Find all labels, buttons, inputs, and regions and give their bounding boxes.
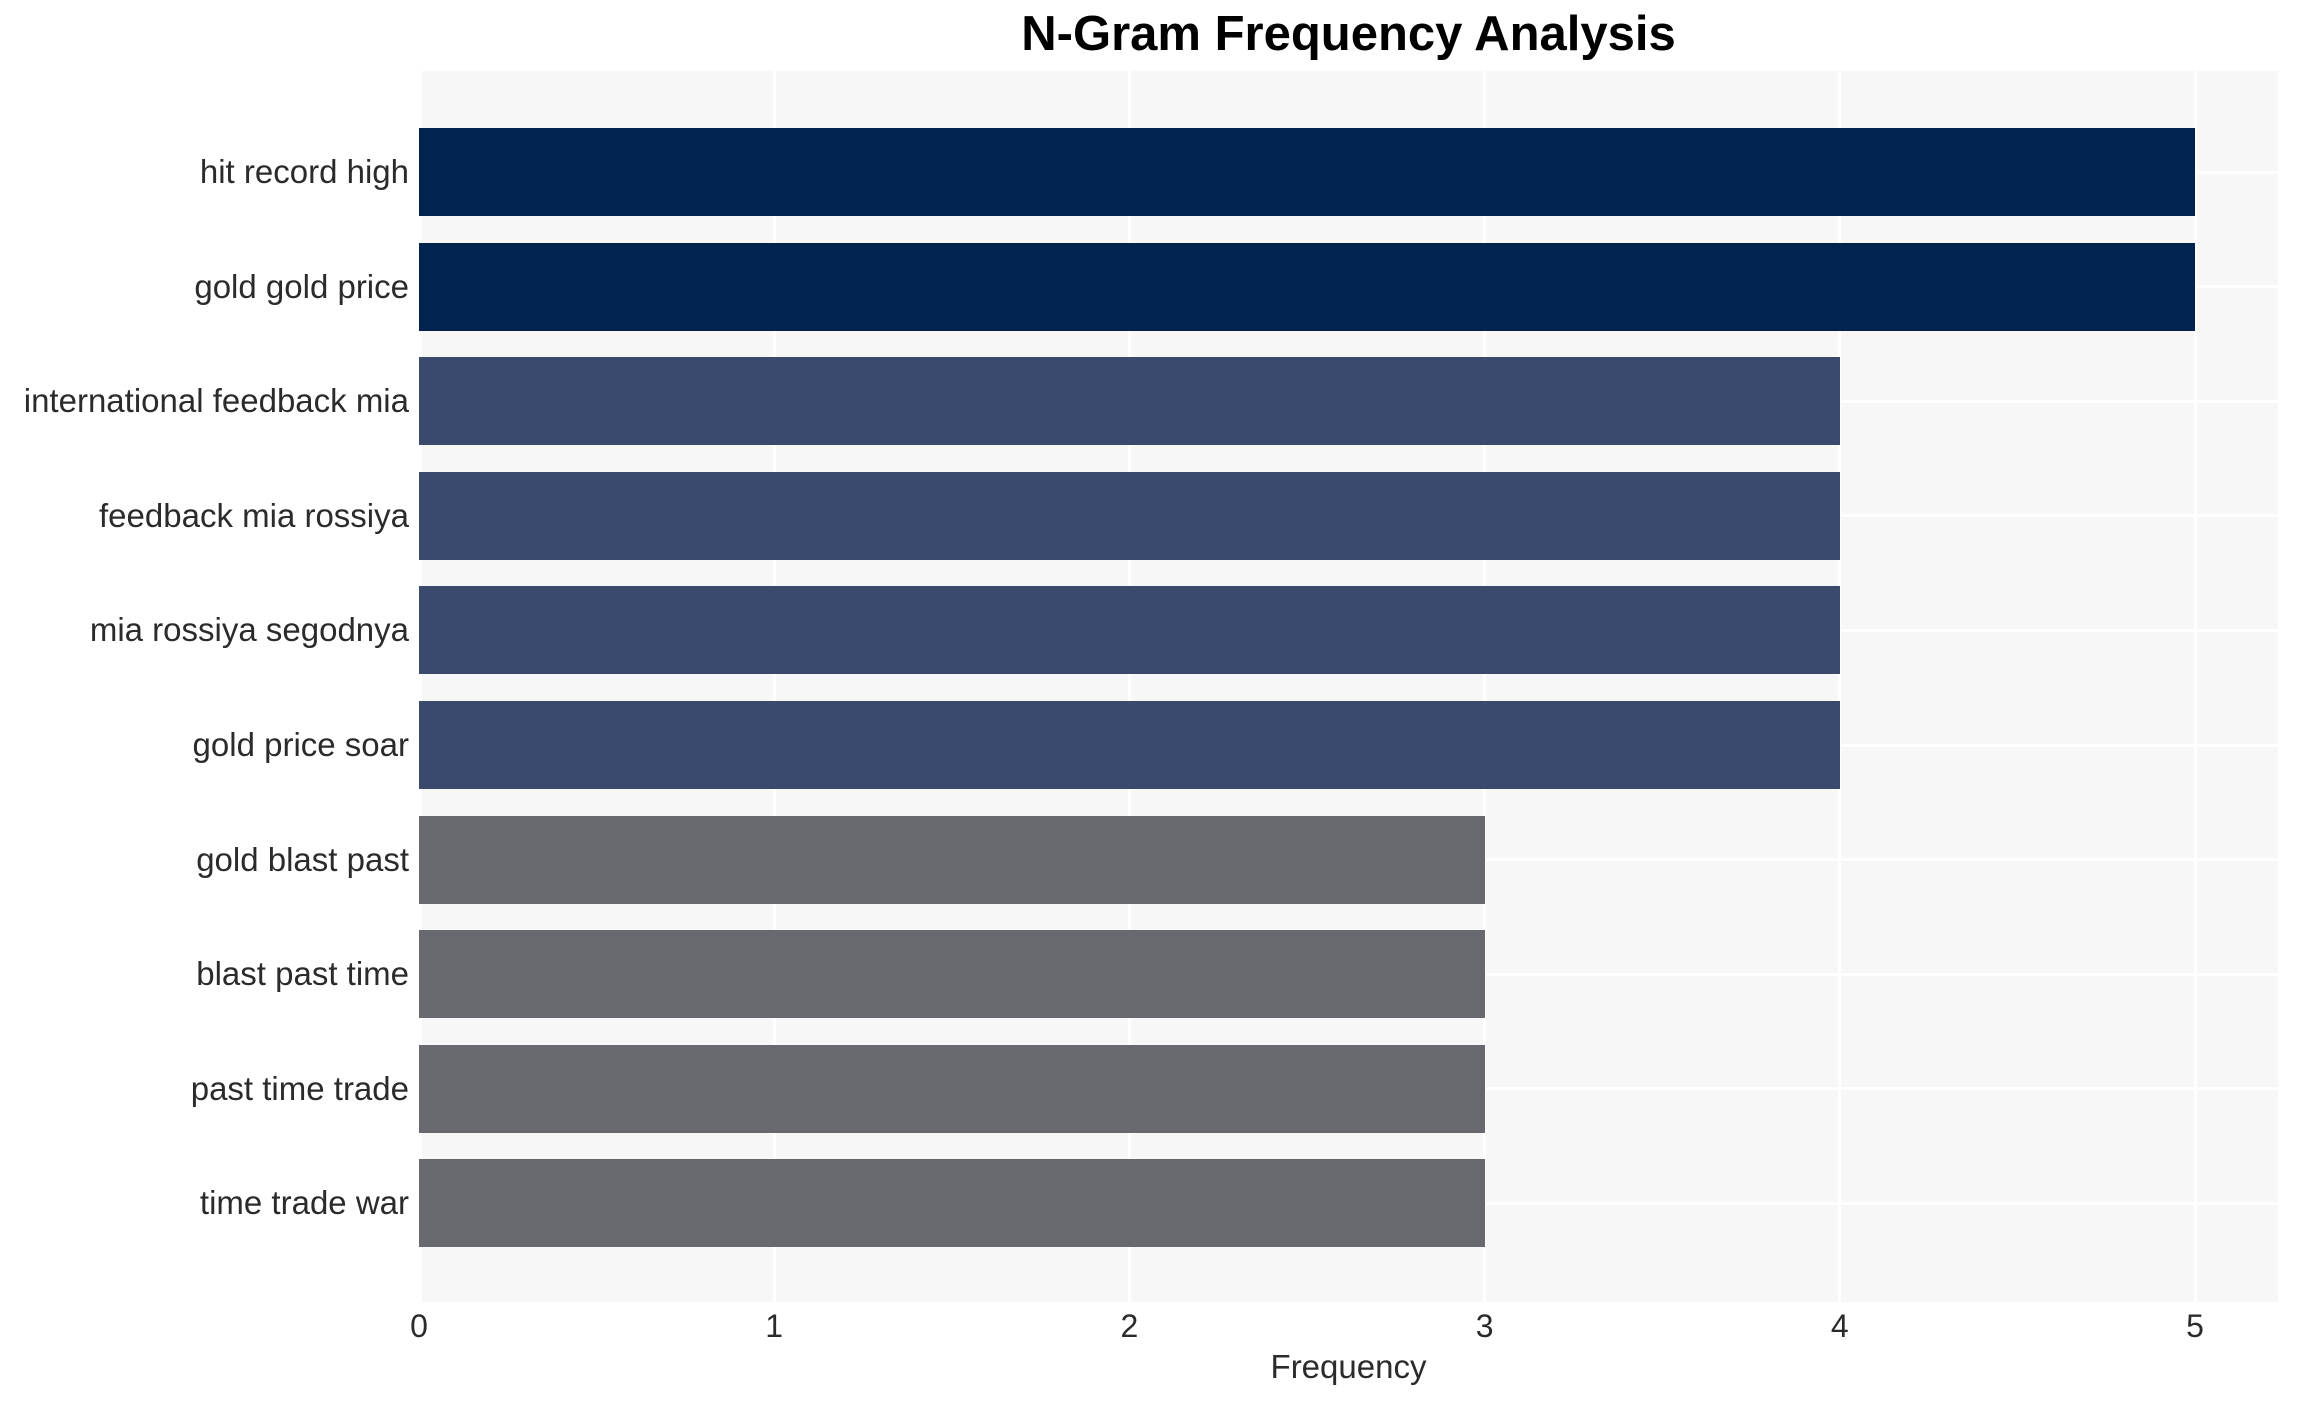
y-tick-label: time trade war — [199, 1184, 409, 1222]
bar — [419, 357, 1840, 446]
bar — [419, 930, 1485, 1019]
vertical-gridline — [419, 71, 422, 1302]
y-tick-label: past time trade — [190, 1069, 409, 1107]
y-tick-label: gold price soar — [192, 726, 409, 763]
x-tick-label: 4 — [1830, 1308, 1849, 1344]
y-tick-label: hit record high — [199, 153, 409, 190]
bar — [419, 128, 2195, 216]
bar — [419, 586, 1840, 675]
bar — [419, 1159, 1485, 1248]
y-tick-label: gold blast past — [196, 840, 409, 878]
x-tick-label: 2 — [1120, 1308, 1139, 1344]
x-tick-label: 3 — [1475, 1308, 1494, 1344]
y-tick-label: gold gold price — [194, 267, 409, 305]
x-tick-label: 1 — [765, 1308, 784, 1344]
vertical-gridline — [1838, 71, 1842, 1302]
bar — [419, 1044, 1485, 1133]
x-tick-label: 0 — [410, 1308, 428, 1344]
y-tick-label: blast past time — [196, 955, 409, 993]
plot-area — [419, 71, 2278, 1302]
bar — [419, 815, 1485, 904]
bar — [419, 242, 2195, 331]
vertical-gridline — [1483, 71, 1487, 1302]
bar — [419, 701, 1840, 789]
y-tick-label: international feedback mia — [23, 382, 409, 420]
y-tick-label: mia rossiya segodnya — [89, 611, 409, 649]
vertical-gridline — [2193, 71, 2197, 1302]
vertical-gridline — [772, 71, 776, 1302]
chart-title: N-Gram Frequency Analysis — [1021, 7, 1676, 61]
bar — [419, 471, 1840, 560]
x-tick-label: 5 — [2186, 1308, 2204, 1344]
x-axis-title: Frequency — [1270, 1348, 1427, 1385]
y-tick-label: feedback mia rossiya — [99, 496, 409, 534]
vertical-gridline — [1127, 71, 1131, 1302]
